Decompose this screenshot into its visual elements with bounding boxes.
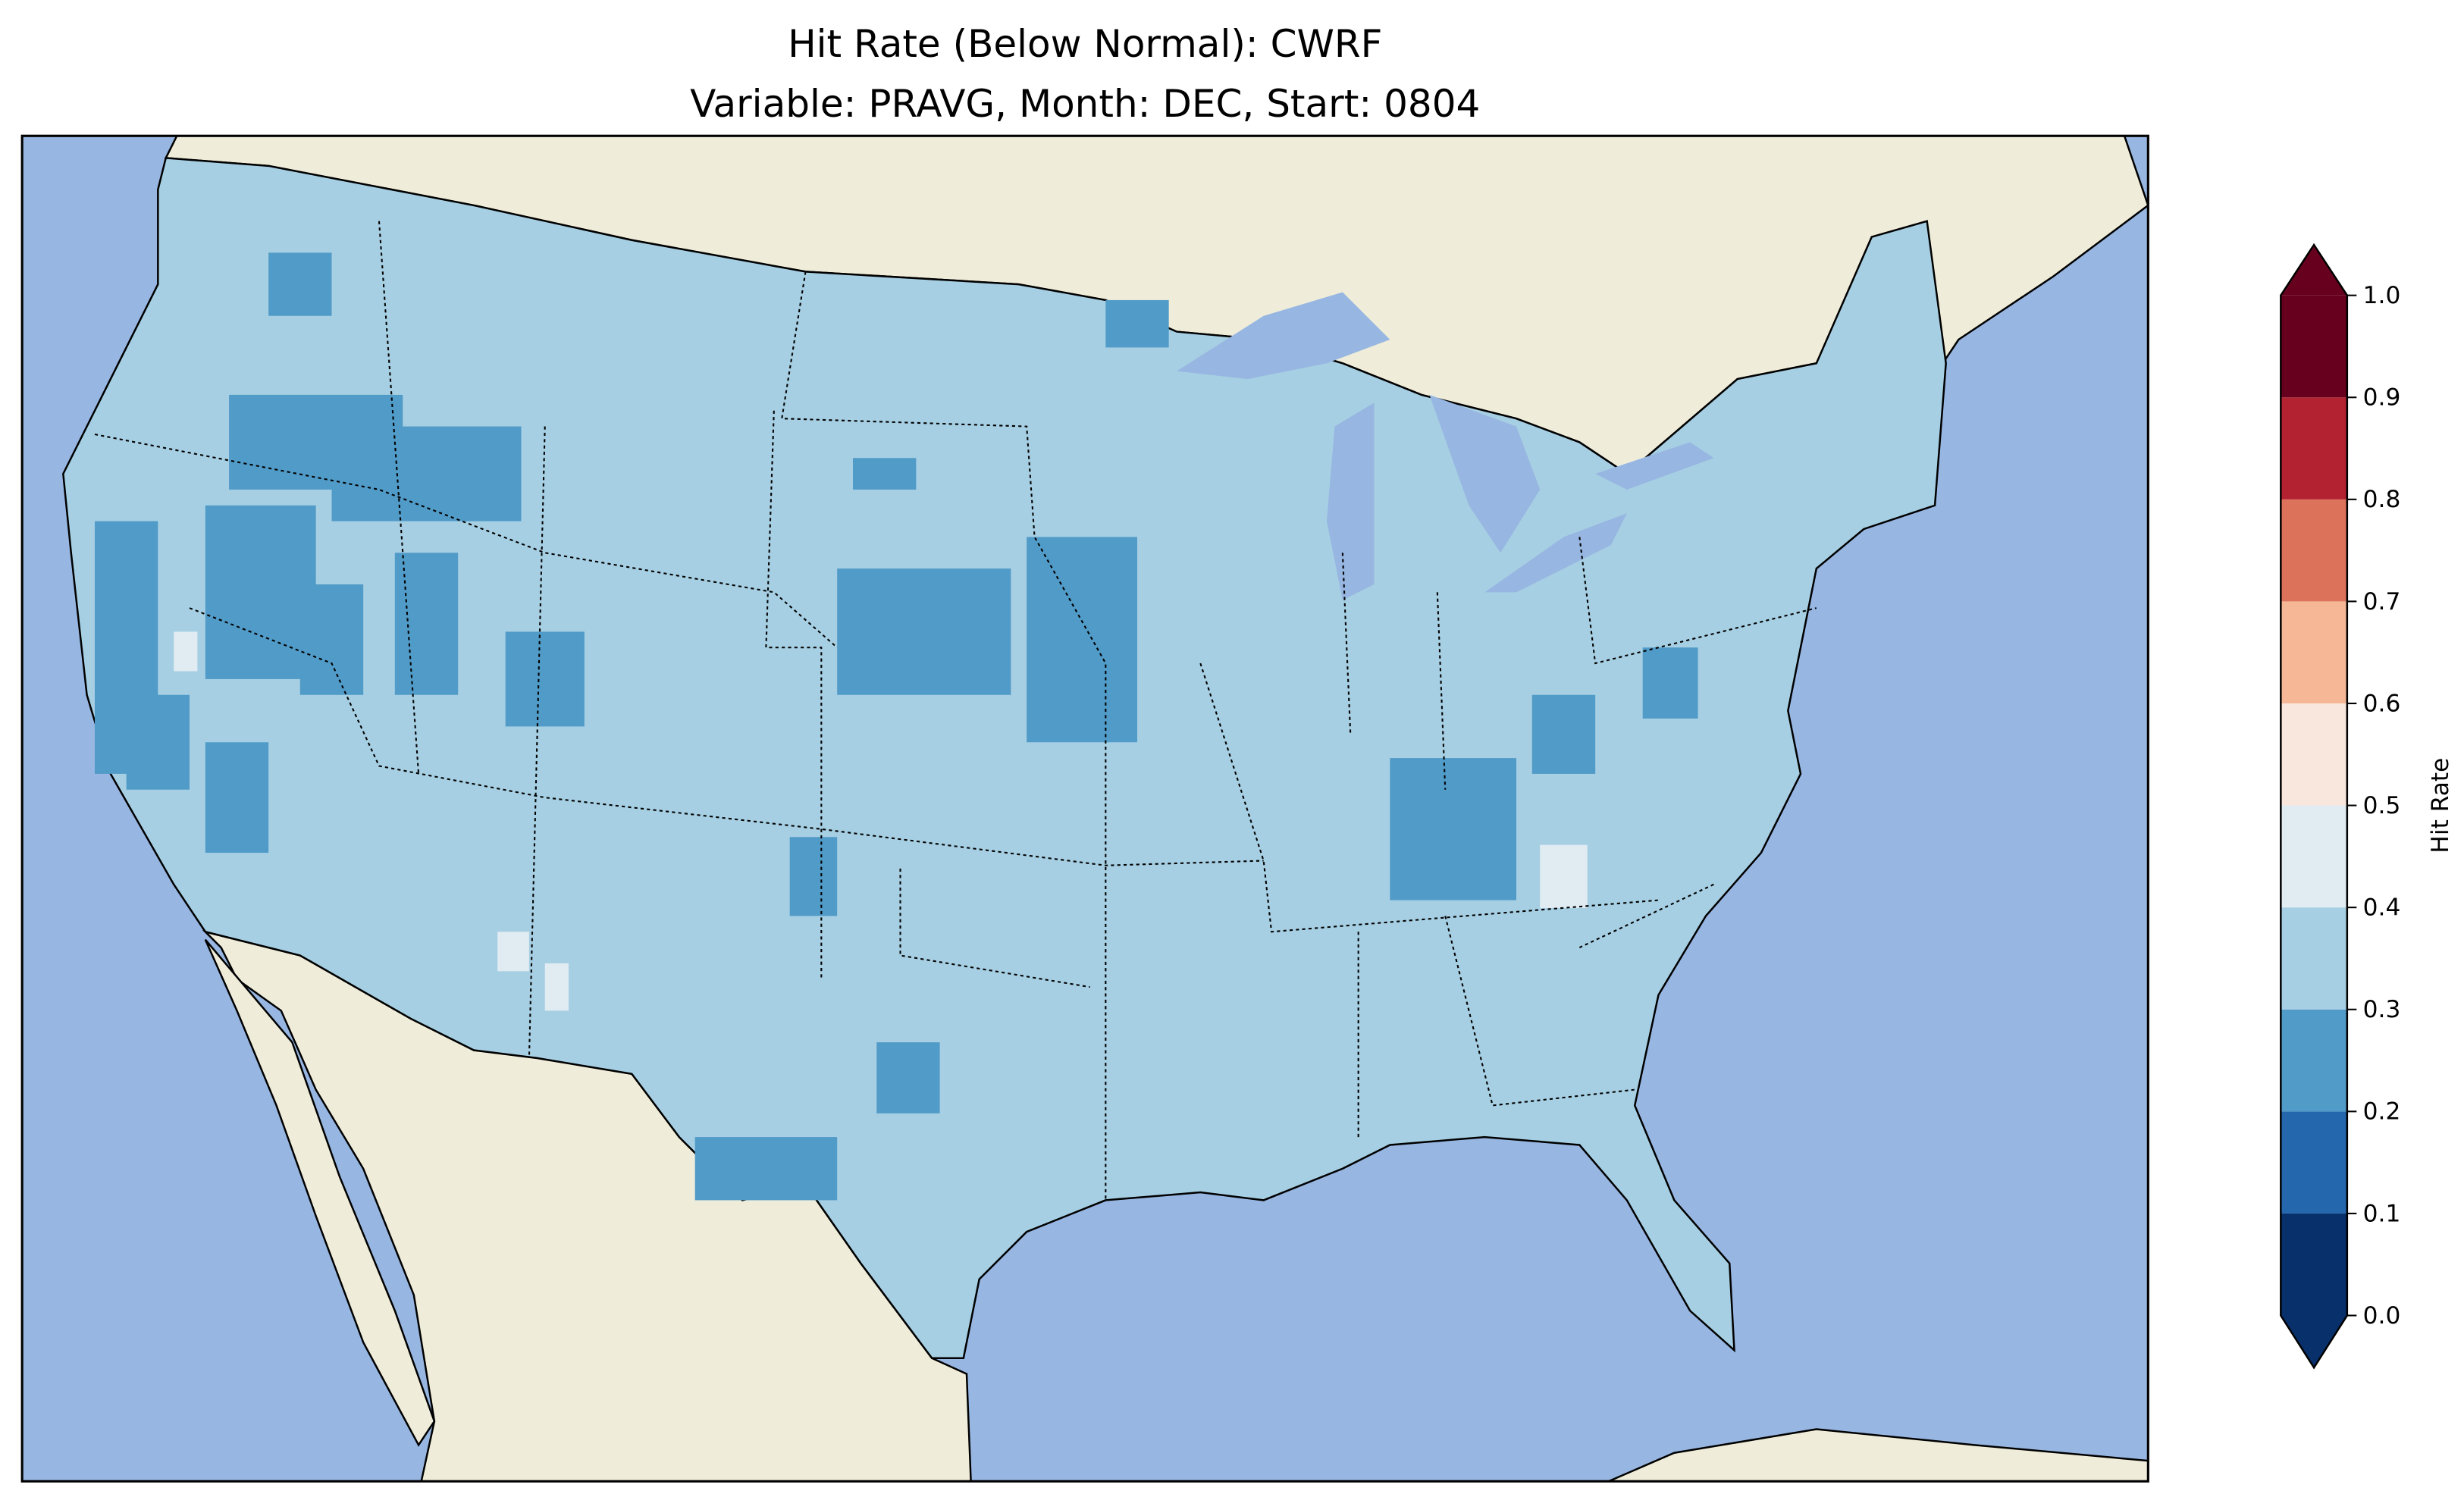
colorbar-bin	[2281, 703, 2347, 806]
near-normal-patches	[174, 631, 1588, 1011]
colorbar-bin	[2281, 805, 2347, 908]
colorbar-tick-label: 0.8	[2363, 486, 2401, 513]
baja-peninsula	[204, 938, 436, 1447]
colorbar-extend-min	[2281, 1315, 2347, 1368]
colorbar-bin	[2281, 499, 2347, 602]
colorbar-bin	[2281, 295, 2347, 398]
low-hit-rate-patches	[95, 252, 1698, 1201]
colorbar-bin	[2281, 1213, 2347, 1316]
colorbar: 0.0 0.1 0.2 0.3 0.4 0.5 0.6 0.7 0.8 0.9 1.0	[2280, 243, 2401, 1370]
colorbar-extend-max	[2281, 245, 2347, 296]
colorbar-bin	[2281, 1111, 2347, 1214]
chart-subtitle: Variable: PRAVG, Month: DEC, Start: 0804	[690, 82, 1480, 126]
state-borders	[94, 221, 1817, 1201]
colorbar-tick-label: 0.9	[2363, 384, 2401, 412]
colorbar-tick-label: 0.3	[2363, 996, 2401, 1023]
colorbar-tick-label: 0.7	[2363, 588, 2401, 615]
colorbar-tick-label: 0.6	[2363, 690, 2401, 717]
map	[20, 134, 2149, 1483]
colorbar-tick-label: 0.0	[2363, 1302, 2401, 1330]
colorbar-tick-label: 0.2	[2363, 1098, 2401, 1126]
colorbar-tick-label: 0.4	[2363, 894, 2401, 922]
map-frame	[20, 134, 2149, 1483]
cuba-land	[1606, 1428, 2149, 1482]
colorbar-bin	[2281, 907, 2347, 1010]
great-lakes	[1177, 292, 1714, 600]
colorbar-bin	[2281, 397, 2347, 500]
colorbar-tick-label: 0.5	[2363, 792, 2401, 819]
colorbar-tick-label: 0.1	[2363, 1200, 2401, 1227]
colorbar-bin	[2281, 601, 2347, 703]
chart-title: Hit Rate (Below Normal): CWRF	[788, 22, 1382, 66]
colorbar-bin	[2281, 1009, 2347, 1112]
colorbar-tick-label: 1.0	[2363, 282, 2401, 309]
colorbar-label: Hit Rate	[2427, 758, 2454, 853]
